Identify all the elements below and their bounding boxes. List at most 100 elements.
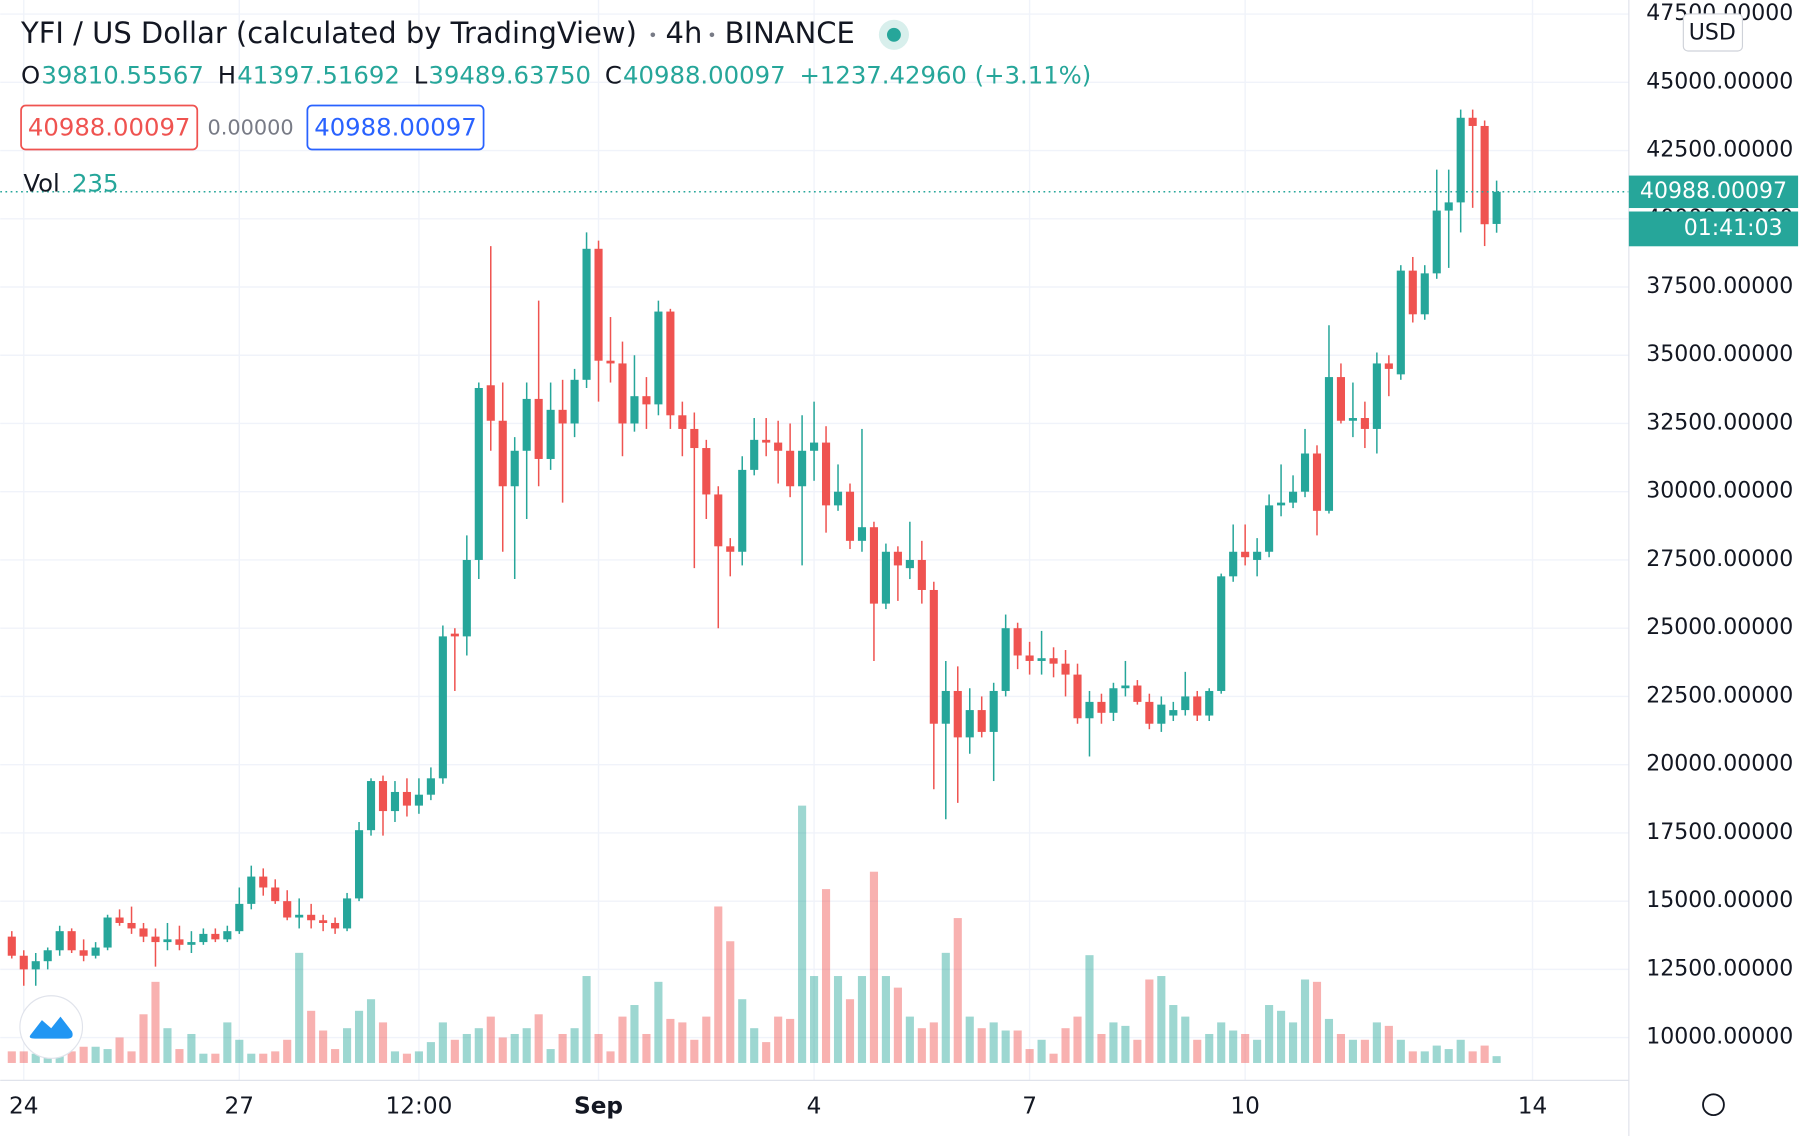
- candle-body: [929, 589, 938, 724]
- x-tick-label: 12:00: [386, 1093, 453, 1120]
- candle-body: [1061, 663, 1070, 675]
- y-tick-label: 10000.00000: [1646, 1025, 1793, 1050]
- candle-body: [390, 791, 400, 812]
- candle-body: [1265, 505, 1274, 552]
- sell-price[interactable]: 40988.00097: [28, 113, 191, 142]
- volume-bar: [426, 1042, 435, 1063]
- candle-body: [1277, 502, 1286, 506]
- volume-bar: [1456, 1039, 1465, 1063]
- volume-bar: [1229, 1030, 1238, 1063]
- candle-body: [1121, 685, 1130, 689]
- candle-body: [211, 933, 220, 940]
- candle-body: [786, 450, 795, 487]
- volume-bar: [738, 999, 747, 1063]
- volume-bar: [175, 1049, 184, 1063]
- countdown-tag: [1628, 211, 1799, 247]
- candle-body: [223, 931, 232, 940]
- logo-button[interactable]: [19, 995, 84, 1059]
- candle-body: [1396, 270, 1405, 375]
- candle-body: [1408, 270, 1417, 315]
- candle-body: [378, 781, 388, 812]
- candle-body: [79, 950, 88, 956]
- volume-bar: [462, 1033, 471, 1063]
- candle-body: [1181, 696, 1190, 711]
- volume-bar: [498, 1037, 507, 1063]
- candle-body: [55, 931, 64, 951]
- volume-bar: [905, 1016, 914, 1063]
- separator: [650, 32, 656, 38]
- volume-bar: [1396, 1039, 1405, 1063]
- y-tick-label: 17500.00000: [1646, 820, 1793, 845]
- ohlc-key: H: [218, 61, 236, 90]
- volume-bar: [307, 1010, 316, 1063]
- candle-body: [19, 955, 28, 970]
- volume-bar: [1013, 1030, 1022, 1063]
- ohlc-key: L: [414, 61, 428, 90]
- volume-bar: [1384, 1025, 1393, 1063]
- volume-bar: [1073, 1016, 1082, 1063]
- volume-bar: [115, 1037, 124, 1063]
- ohlc-key: C: [605, 61, 622, 90]
- candle-body: [319, 920, 328, 923]
- volume-bar: [139, 1014, 148, 1063]
- candle-body: [199, 933, 208, 943]
- volume-bar: [402, 1053, 412, 1063]
- volume-pane: [7, 805, 1501, 1063]
- volume-bar: [666, 1018, 675, 1063]
- candle-body: [558, 409, 567, 424]
- candle-body: [127, 922, 136, 929]
- ohlc-key: O: [21, 61, 40, 90]
- volume-bar: [654, 981, 663, 1063]
- volume-bar: [606, 1051, 615, 1063]
- volume-bar: [1312, 981, 1322, 1063]
- y-tick-label: 27500.00000: [1646, 547, 1793, 572]
- x-tick-label: 14: [1518, 1093, 1548, 1120]
- sell-button[interactable]: [20, 104, 199, 151]
- volume-bar: [941, 952, 950, 1063]
- volume-bar: [366, 999, 376, 1063]
- candle-body: [1205, 690, 1214, 716]
- candle-body: [965, 710, 974, 738]
- volume-bar: [726, 941, 735, 1063]
- candle-body: [989, 690, 998, 732]
- candle-body: [1169, 710, 1178, 716]
- volume-bar: [1049, 1053, 1058, 1063]
- candle-body: [474, 387, 483, 560]
- settings-icon[interactable]: [1702, 1093, 1725, 1117]
- volume-bar: [1324, 1018, 1334, 1063]
- symbol-title[interactable]: YFI / US Dollar (calculated by TradingVi…: [20, 16, 637, 50]
- volume-bar: [474, 1028, 483, 1063]
- ohlc-value: 41397.51692: [237, 61, 400, 90]
- candle-body: [1241, 551, 1250, 558]
- interval[interactable]: 4h: [666, 16, 703, 50]
- candle-body: [67, 931, 76, 951]
- candle-body: [630, 396, 639, 424]
- buy-price[interactable]: 40988.00097: [314, 113, 477, 142]
- volume-bar: [1468, 1051, 1477, 1063]
- y-tick-label: 45000.00000: [1646, 69, 1793, 94]
- currency[interactable]: USD: [1689, 21, 1736, 46]
- candle-body: [1360, 418, 1369, 429]
- volume-bar: [199, 1053, 208, 1063]
- volume-bar: [354, 1010, 364, 1063]
- volume-bar: [714, 906, 723, 1063]
- volume-bar: [1372, 1022, 1381, 1063]
- volume-bar: [702, 1016, 711, 1063]
- candle-body: [869, 527, 879, 604]
- volume-bar: [893, 987, 902, 1063]
- candle-body: [654, 311, 663, 405]
- candle-body: [881, 551, 890, 604]
- volume-bar: [546, 1049, 555, 1063]
- buy-button[interactable]: [306, 104, 485, 151]
- y-tick-label: 35000.00000: [1646, 342, 1793, 367]
- volume-bar: [1025, 1049, 1034, 1063]
- currency-button[interactable]: [1682, 13, 1744, 52]
- volume-bar: [821, 889, 831, 1063]
- separator: [709, 32, 715, 38]
- candle-body: [582, 248, 591, 380]
- volume-bar: [1480, 1045, 1489, 1063]
- candle-body: [1073, 674, 1082, 719]
- volume-bar: [378, 1022, 388, 1063]
- volume-bar: [582, 976, 591, 1063]
- candle-body: [1001, 628, 1010, 691]
